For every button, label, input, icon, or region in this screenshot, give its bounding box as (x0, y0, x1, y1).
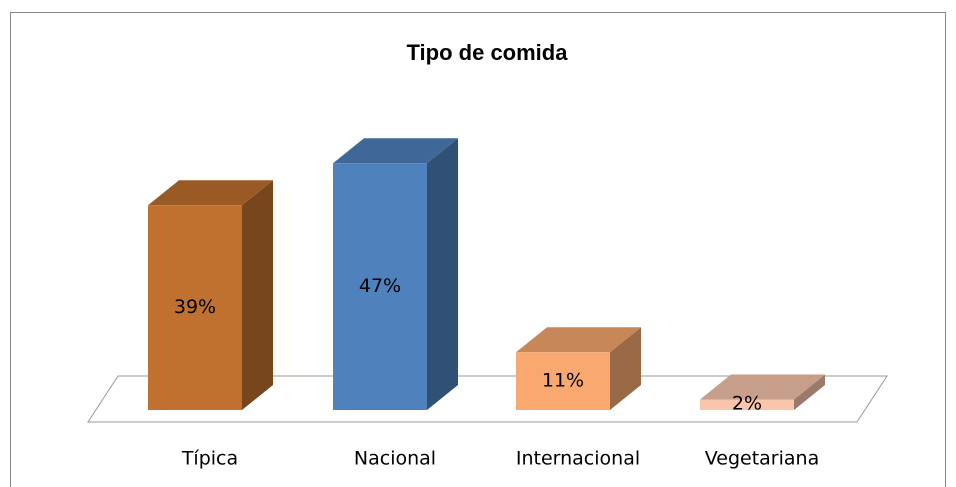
data-label: 11% (542, 370, 584, 392)
bar-top (700, 374, 825, 400)
chart-title: Tipo de comida (407, 40, 569, 65)
x-tick-label: Vegetariana (705, 448, 819, 470)
floor (87, 375, 888, 423)
x-tick-label: Típica (181, 448, 238, 470)
bar-side (610, 327, 641, 410)
bar-top (516, 327, 641, 353)
bar (148, 205, 242, 410)
bar-side (794, 374, 825, 410)
bar (333, 163, 427, 410)
data-label: 2% (732, 393, 762, 415)
bar-top (333, 138, 458, 164)
bar (516, 352, 610, 410)
bar-top (148, 180, 273, 206)
bar-side (242, 180, 273, 410)
x-tick-label: Nacional (354, 448, 436, 470)
bar-side (427, 138, 458, 410)
x-tick-label: Internacional (516, 448, 640, 470)
data-label: 39% (174, 296, 216, 318)
bar (700, 399, 794, 410)
data-label: 47% (359, 275, 401, 297)
